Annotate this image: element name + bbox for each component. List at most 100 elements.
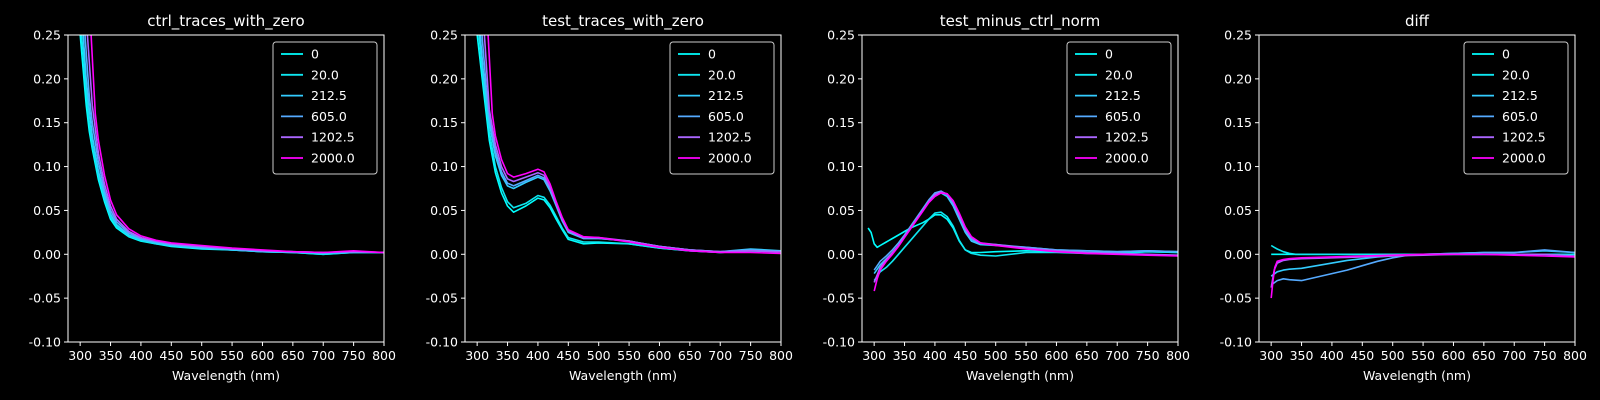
plot-frame xyxy=(464,34,782,343)
x-tick-label: 300 xyxy=(465,348,489,363)
legend-label: 0 xyxy=(1105,47,1113,62)
legend-label: 20.0 xyxy=(708,67,736,82)
y-tick-label: 0.05 xyxy=(33,203,61,218)
series-group xyxy=(1270,244,1575,299)
y-tick-label: 0.00 xyxy=(33,247,61,262)
y-tick-label: 0.05 xyxy=(827,203,855,218)
y-tick-label: -0.05 xyxy=(1220,291,1252,306)
x-tick-label: 750 xyxy=(342,348,366,363)
x-tick-label: 400 xyxy=(1320,348,1344,363)
legend-label: 1202.5 xyxy=(708,130,752,145)
y-tick-label: 0.25 xyxy=(827,28,855,43)
chart-title: diff xyxy=(1405,12,1430,30)
y-tick-label: 0.15 xyxy=(1224,115,1252,130)
y-tick-label: 0.05 xyxy=(1224,203,1252,218)
chart-panel-4: diff 300 350 400 450 500 550 600 650 700 750 800 -0.… xyxy=(1220,12,1587,383)
x-tick-label: 350 xyxy=(99,348,123,363)
legend-label: 212.5 xyxy=(311,88,347,103)
y-tick-label: 0.10 xyxy=(1224,159,1252,174)
chart-title: test_traces_with_zero xyxy=(542,12,704,31)
y-tick-label: 0.00 xyxy=(1224,247,1252,262)
x-tick-label: 600 xyxy=(1045,348,1069,363)
chart-title: test_minus_ctrl_norm xyxy=(940,12,1101,31)
y-tick-label: 0.25 xyxy=(33,28,61,43)
x-tick-label: 450 xyxy=(953,348,977,363)
x-tick-label: 650 xyxy=(678,348,702,363)
x-tick-label: 600 xyxy=(648,348,672,363)
y-tick-label: 0.20 xyxy=(827,71,855,86)
x-tick-label: 350 xyxy=(893,348,917,363)
legend: 0 20.0 212.5 605.0 1202.5 2000.0 xyxy=(1066,41,1172,175)
series-line-2000.0 xyxy=(487,35,781,255)
x-tick-label: 650 xyxy=(1472,348,1496,363)
x-tick-label: 650 xyxy=(281,348,305,363)
legend-label: 0 xyxy=(1502,47,1510,62)
y-tick-label: 0.25 xyxy=(1224,28,1252,43)
legend: 0 20.0 212.5 605.0 1202.5 2000.0 xyxy=(272,41,378,175)
legend-label: 212.5 xyxy=(708,88,744,103)
legend-label: 605.0 xyxy=(708,109,744,124)
x-tick-label: 700 xyxy=(311,348,335,363)
x-axis-label: Wavelength (nm) xyxy=(1363,368,1471,383)
series-group xyxy=(867,190,1178,292)
y-tick-label: 0.00 xyxy=(430,247,458,262)
x-axis-label: Wavelength (nm) xyxy=(569,368,677,383)
legend-label: 212.5 xyxy=(1502,88,1538,103)
legend-label: 212.5 xyxy=(1105,88,1141,103)
x-tick-label: 350 xyxy=(496,348,520,363)
y-tick-label: -0.10 xyxy=(426,335,458,350)
legend-label: 605.0 xyxy=(311,109,347,124)
series-line-0 xyxy=(867,214,1178,254)
y-tick-label: 0.15 xyxy=(827,115,855,130)
x-tick-label: 500 xyxy=(587,348,611,363)
series-group xyxy=(476,35,781,255)
y-tick-label: 0.15 xyxy=(33,115,61,130)
legend-label: 0 xyxy=(311,47,319,62)
legend-label: 1202.5 xyxy=(311,130,355,145)
legend-label: 2000.0 xyxy=(1105,151,1149,166)
y-tick-label: 0.25 xyxy=(430,28,458,43)
x-tick-label: 300 xyxy=(862,348,886,363)
y-tick-label: 0.20 xyxy=(430,71,458,86)
x-tick-label: 450 xyxy=(1350,348,1374,363)
y-tick-label: -0.05 xyxy=(823,291,855,306)
x-tick-label: 600 xyxy=(251,348,275,363)
y-tick-label: -0.10 xyxy=(29,335,61,350)
legend-label: 605.0 xyxy=(1105,109,1141,124)
x-tick-label: 750 xyxy=(1136,348,1160,363)
legend-label: 2000.0 xyxy=(311,151,355,166)
x-tick-label: 800 xyxy=(1563,348,1587,363)
x-tick-label: 700 xyxy=(708,348,732,363)
y-tick-label: -0.10 xyxy=(823,335,855,350)
x-tick-label: 750 xyxy=(1533,348,1557,363)
y-tick-label: -0.05 xyxy=(29,291,61,306)
y-tick-label: -0.10 xyxy=(1220,335,1252,350)
x-tick-label: 550 xyxy=(1411,348,1435,363)
legend-label: 1202.5 xyxy=(1502,130,1546,145)
x-tick-label: 600 xyxy=(1442,348,1466,363)
x-tick-label: 800 xyxy=(372,348,396,363)
legend-label: 20.0 xyxy=(1105,67,1133,82)
x-axis-label: Wavelength (nm) xyxy=(172,368,280,383)
y-tick-label: 0.05 xyxy=(430,203,458,218)
series-line-605.0 xyxy=(1270,249,1575,286)
y-tick-label: 0.15 xyxy=(430,115,458,130)
legend-label: 20.0 xyxy=(311,67,339,82)
legend-label: 0 xyxy=(708,47,716,62)
chart-panel-2: test_traces_with_zero 300 350 400 450 500 550 6… xyxy=(426,12,793,383)
y-tick-label: 0.10 xyxy=(430,159,458,174)
x-tick-label: 500 xyxy=(1381,348,1405,363)
x-tick-label: 500 xyxy=(190,348,214,363)
legend-label: 20.0 xyxy=(1502,67,1530,82)
chart-panel-3: test_minus_ctrl_norm 300 350 400 450 500 550 60… xyxy=(823,12,1190,383)
plot-frame xyxy=(861,34,1179,343)
legend-label: 1202.5 xyxy=(1105,130,1149,145)
y-tick-label: 0.10 xyxy=(827,159,855,174)
x-tick-label: 450 xyxy=(159,348,183,363)
x-tick-label: 400 xyxy=(923,348,947,363)
y-tick-label: -0.05 xyxy=(426,291,458,306)
x-tick-label: 700 xyxy=(1105,348,1129,363)
series-group xyxy=(79,35,384,256)
plot-frame xyxy=(67,34,385,343)
